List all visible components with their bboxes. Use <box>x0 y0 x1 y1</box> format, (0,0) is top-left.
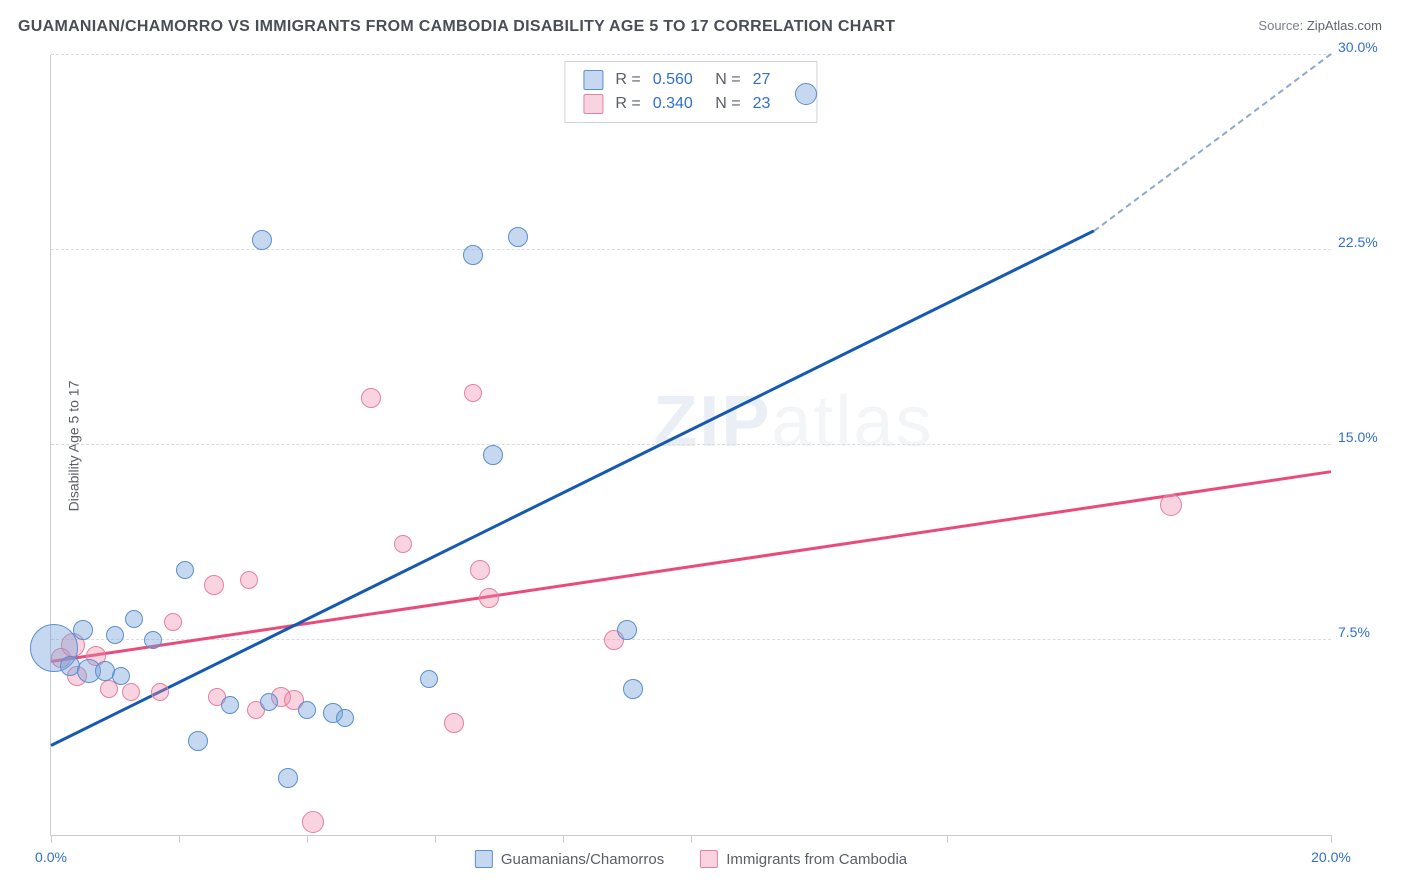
n-label: N = <box>711 68 741 92</box>
data-point-blue <box>125 610 143 628</box>
x-tick <box>1331 835 1332 843</box>
data-point-pink <box>361 388 381 408</box>
y-tick-label: 22.5% <box>1338 234 1393 250</box>
data-point-pink <box>204 575 224 595</box>
n-value-blue: 27 <box>753 68 799 92</box>
source-value: ZipAtlas.com <box>1307 18 1382 33</box>
x-tick <box>563 835 564 843</box>
data-point-blue <box>795 83 817 105</box>
data-point-blue <box>617 620 637 640</box>
r-label: R = <box>615 68 640 92</box>
r-label: R = <box>615 92 640 116</box>
data-point-blue <box>188 731 208 751</box>
legend-label-blue: Guamanians/Chamorros <box>501 851 664 868</box>
chart-plot-area: ZIPatlas R = 0.560 N = 27 R = 0.340 N = … <box>50 55 1331 836</box>
data-point-blue <box>336 709 354 727</box>
data-point-pink <box>240 571 258 589</box>
swatch-blue <box>475 850 493 868</box>
legend-label-pink: Immigrants from Cambodia <box>726 851 907 868</box>
n-value-pink: 23 <box>753 92 799 116</box>
data-point-pink <box>394 535 412 553</box>
legend: Guamanians/Chamorros Immigrants from Cam… <box>475 850 907 868</box>
data-point-pink <box>151 683 169 701</box>
x-tick <box>691 835 692 843</box>
data-point-pink <box>444 713 464 733</box>
x-tick <box>179 835 180 843</box>
data-point-blue <box>623 679 643 699</box>
trend-line <box>50 229 1095 746</box>
data-point-blue <box>106 626 124 644</box>
stats-row-pink: R = 0.340 N = 23 <box>583 92 798 116</box>
data-point-blue <box>176 561 194 579</box>
x-tick <box>947 835 948 843</box>
data-point-pink <box>164 613 182 631</box>
y-tick-label: 15.0% <box>1338 429 1393 445</box>
data-point-pink <box>302 811 324 833</box>
swatch-pink <box>700 850 718 868</box>
gridline-h <box>51 249 1331 250</box>
legend-item-blue: Guamanians/Chamorros <box>475 850 664 868</box>
x-tick <box>307 835 308 843</box>
gridline-h <box>51 444 1331 445</box>
n-label: N = <box>711 92 741 116</box>
x-tick-label: 0.0% <box>35 849 67 865</box>
data-point-blue <box>252 230 272 250</box>
trend-line <box>1094 53 1332 231</box>
data-point-blue <box>463 245 483 265</box>
data-point-blue <box>73 620 93 640</box>
source-attribution: Source: ZipAtlas.com <box>1258 18 1382 33</box>
data-point-pink <box>470 560 490 580</box>
r-value-pink: 0.340 <box>653 92 699 116</box>
data-point-blue <box>144 631 162 649</box>
y-tick-label: 30.0% <box>1338 39 1393 55</box>
data-point-pink <box>464 384 482 402</box>
data-point-pink <box>479 588 499 608</box>
watermark-zip: ZIP <box>653 382 771 462</box>
y-tick-label: 7.5% <box>1338 624 1393 640</box>
x-tick <box>51 835 52 843</box>
data-point-blue <box>483 445 503 465</box>
swatch-blue <box>583 70 603 90</box>
correlation-stats-box: R = 0.560 N = 27 R = 0.340 N = 23 <box>564 61 817 123</box>
data-point-blue <box>278 768 298 788</box>
data-point-blue <box>112 667 130 685</box>
legend-item-pink: Immigrants from Cambodia <box>700 850 907 868</box>
gridline-h <box>51 54 1331 55</box>
stats-row-blue: R = 0.560 N = 27 <box>583 68 798 92</box>
data-point-blue <box>221 696 239 714</box>
watermark-atlas: atlas <box>771 382 933 462</box>
trend-line <box>51 471 1331 664</box>
data-point-pink <box>1160 494 1182 516</box>
x-tick <box>435 835 436 843</box>
source-label: Source: <box>1258 18 1303 33</box>
swatch-pink <box>583 94 603 114</box>
data-point-blue <box>260 693 278 711</box>
data-point-blue <box>298 701 316 719</box>
x-tick-label: 20.0% <box>1311 849 1351 865</box>
data-point-blue <box>508 227 528 247</box>
data-point-blue <box>420 670 438 688</box>
data-point-pink <box>122 683 140 701</box>
r-value-blue: 0.560 <box>653 68 699 92</box>
gridline-h <box>51 639 1331 640</box>
chart-title: GUAMANIAN/CHAMORRO VS IMMIGRANTS FROM CA… <box>18 18 895 36</box>
watermark: ZIPatlas <box>653 381 933 463</box>
